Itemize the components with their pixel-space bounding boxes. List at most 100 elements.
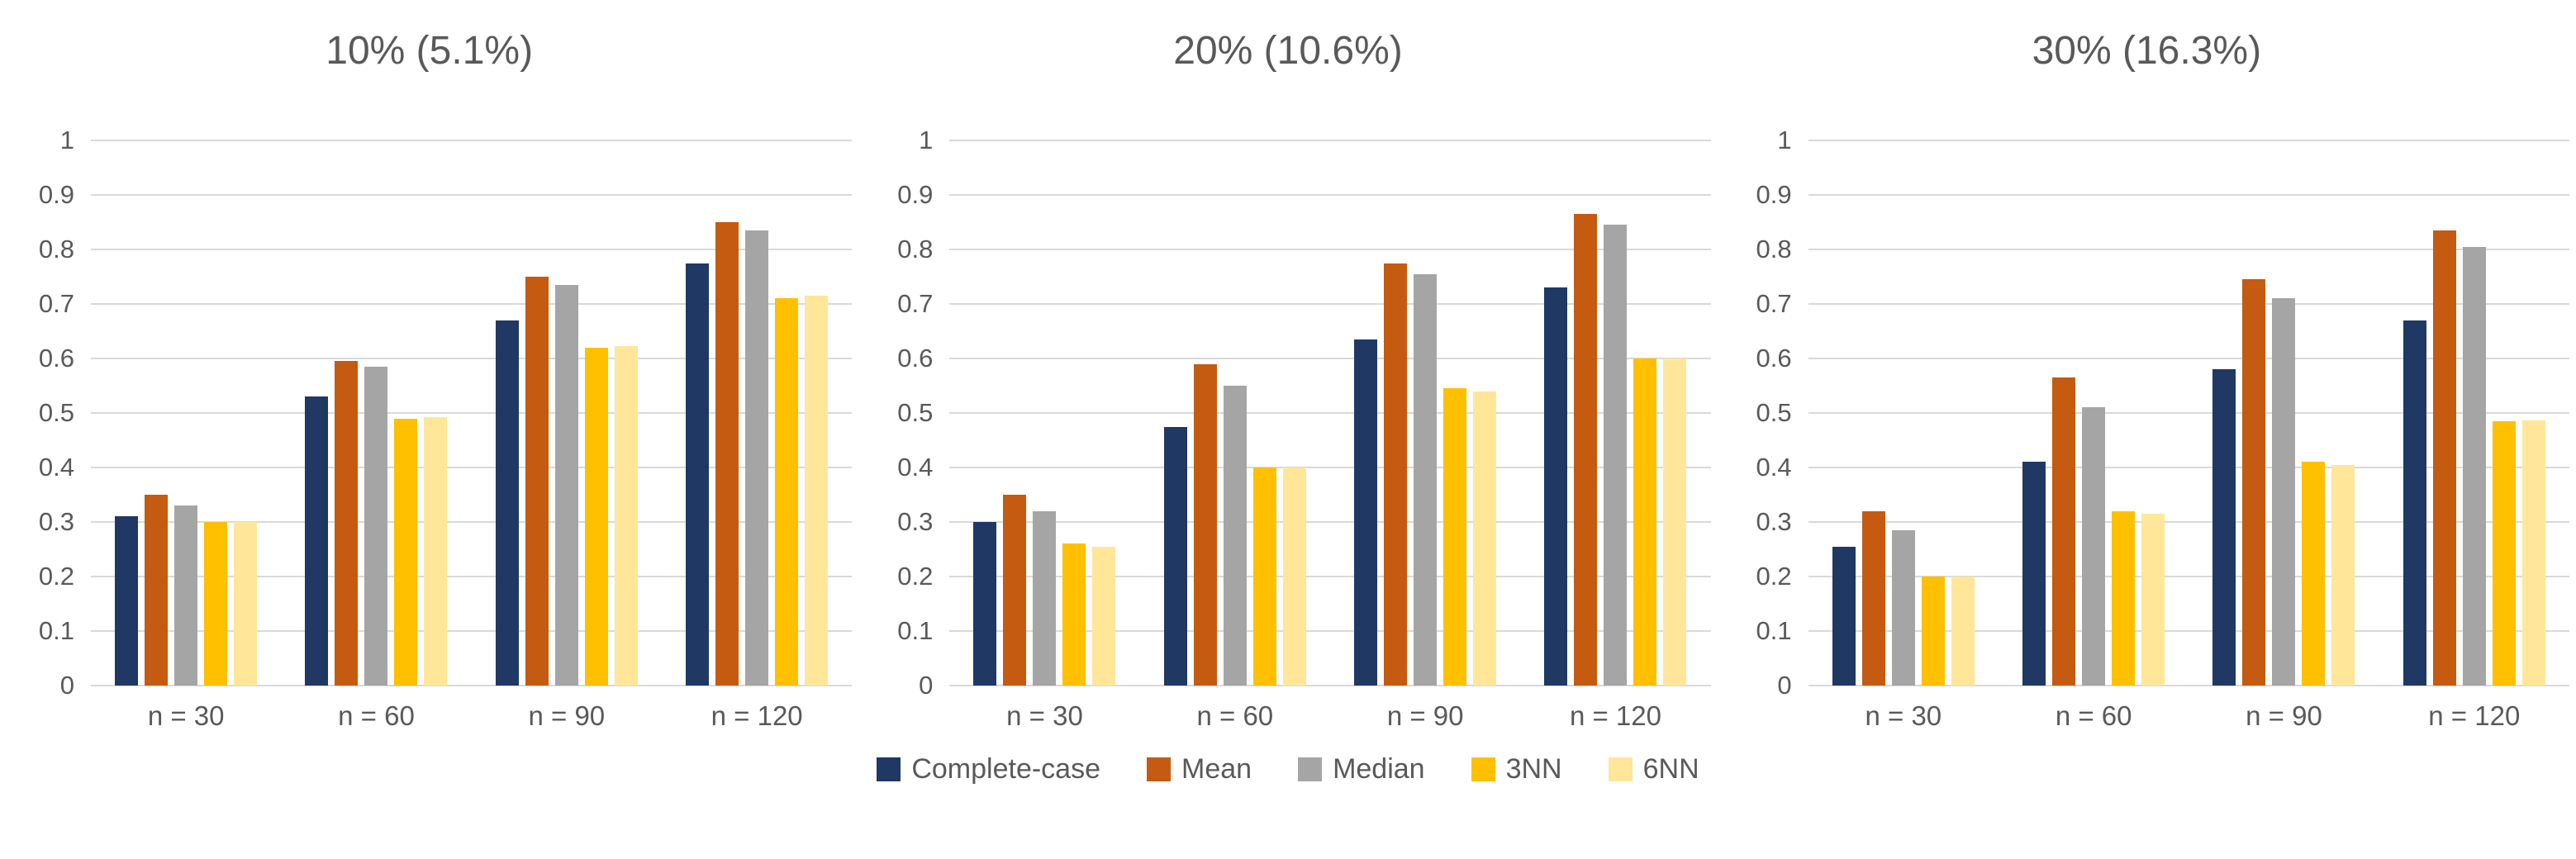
y-axis-label: 0.1	[38, 616, 74, 645]
plot-grid	[949, 140, 1711, 686]
bar-6nn	[805, 296, 829, 686]
bar-6nn	[614, 346, 638, 686]
legend-swatch-icon	[1608, 757, 1633, 781]
legend-swatch-icon	[1471, 757, 1495, 781]
bar-median	[174, 505, 198, 686]
y-axis: 1 0.9 0.8 0.7 0.6 0.5 0.4 0.3 0.2 0.1 0	[0, 126, 91, 700]
y-axis: 1 0.9 0.8 0.7 0.6 0.5 0.4 0.3 0.2 0.1 0	[858, 126, 949, 700]
bar-median	[364, 366, 388, 686]
legend-item-complete-case: Complete-case	[877, 753, 1100, 785]
gridline	[949, 630, 1711, 632]
gridline	[949, 576, 1711, 577]
bar-6nn	[234, 522, 258, 686]
bar-groups	[91, 140, 852, 686]
bar-mean	[335, 361, 359, 686]
bar-median	[1604, 225, 1628, 686]
bar-complete-case	[973, 522, 997, 686]
gridline	[949, 412, 1711, 414]
y-axis-label: 0.3	[897, 507, 934, 536]
legend-label: Median	[1333, 753, 1425, 785]
gridline	[1808, 412, 2569, 414]
x-axis-label: n = 120	[1569, 700, 1661, 731]
bar-6nn	[1951, 577, 1975, 686]
gridline	[1808, 303, 2569, 305]
bar-6nn	[1092, 546, 1116, 686]
bar-group-n-120	[1520, 140, 1710, 686]
y-axis-label: 0.7	[1756, 289, 1792, 318]
legend-label: Mean	[1181, 753, 1252, 785]
bar-group-n-60	[281, 140, 471, 686]
bar-complete-case	[2022, 462, 2046, 686]
bar-mean	[525, 277, 549, 686]
bar-median	[745, 230, 769, 686]
y-axis-label: 0.8	[1756, 235, 1792, 263]
y-axis-label: 0	[919, 671, 934, 700]
gridline	[91, 303, 853, 305]
x-axis-label: n = 30	[147, 700, 225, 731]
gridline	[91, 576, 853, 577]
y-axis-label: 0.1	[1756, 616, 1792, 645]
legend-label: 6NN	[1642, 753, 1699, 785]
bar-3nn	[1633, 358, 1657, 686]
legend-label: 3NN	[1505, 753, 1562, 785]
y-axis-label: 0.7	[897, 289, 934, 318]
x-axis: n = 30 n = 60 n = 90 n = 120	[949, 700, 1710, 732]
x-axis-label: n = 90	[1386, 700, 1464, 731]
bar-mean	[145, 495, 169, 686]
x-axis-label: n = 60	[2055, 700, 2132, 731]
chart-title: 10% (5.1%)	[326, 29, 534, 73]
bar-groups	[1808, 140, 2569, 686]
x-axis-line	[949, 685, 1711, 686]
gridline	[91, 140, 853, 141]
bar-3nn	[775, 298, 799, 686]
x-axis: n = 30 n = 60 n = 90 n = 120	[91, 700, 852, 732]
bar-mean	[1003, 495, 1027, 686]
plot-area: 1 0.9 0.8 0.7 0.6 0.5 0.4 0.3 0.2 0.1 0	[858, 126, 1711, 700]
legend-item-6nn: 6NN	[1608, 753, 1699, 785]
bar-group-n-30	[949, 140, 1139, 686]
bar-complete-case	[1163, 426, 1187, 686]
y-axis-label: 0.3	[38, 507, 74, 536]
legend-swatch-icon	[1147, 757, 1171, 781]
y-axis-label: 0.3	[1756, 507, 1792, 536]
y-axis-label: 0.4	[38, 453, 74, 482]
bar-complete-case	[1544, 287, 1568, 686]
x-axis-line	[1808, 685, 2569, 686]
y-axis-label: 0.5	[1756, 398, 1792, 427]
x-axis-label: n = 60	[1196, 700, 1274, 731]
chart-panel-3: 30% (16.3%) 1 0.9 0.8 0.7 0.6 0.5 0.4 0.3 0.2 0.1 0…	[1718, 0, 2576, 732]
gridline	[949, 467, 1711, 468]
legend-item-3nn: 3NN	[1471, 753, 1562, 785]
gridline	[91, 630, 853, 632]
bar-6nn	[1473, 391, 1497, 686]
y-axis-label: 0.5	[38, 398, 74, 427]
bar-complete-case	[305, 396, 329, 686]
x-axis-label: n = 30	[1006, 700, 1083, 731]
bar-3nn	[1062, 543, 1086, 686]
x-axis-line	[91, 685, 853, 686]
x-axis-label: n = 120	[711, 700, 803, 731]
x-axis-label: n = 60	[338, 700, 415, 731]
bar-median	[1223, 386, 1247, 686]
bar-groups	[949, 140, 1710, 686]
bar-complete-case	[495, 320, 519, 686]
y-axis-label: 0.1	[897, 616, 934, 645]
plot-area: 1 0.9 0.8 0.7 0.6 0.5 0.4 0.3 0.2 0.1 0	[1718, 126, 2569, 700]
y-axis-label: 0.8	[38, 235, 74, 263]
gridline	[1808, 630, 2569, 632]
gridline	[949, 194, 1711, 196]
bar-group-n-30	[1808, 140, 1999, 686]
y-axis-label: 0.4	[1756, 453, 1792, 482]
bar-3nn	[394, 418, 418, 686]
y-axis-label: 0.6	[1756, 344, 1792, 373]
legend-swatch-icon	[877, 757, 901, 781]
bar-complete-case	[115, 516, 139, 686]
gridline	[1808, 358, 2569, 359]
x-axis-label: n = 90	[2246, 700, 2322, 731]
gridline	[91, 358, 853, 359]
plot-area: 1 0.9 0.8 0.7 0.6 0.5 0.4 0.3 0.2 0.1 0	[0, 126, 853, 700]
bar-complete-case	[2403, 320, 2426, 686]
x-axis-label: n = 30	[1865, 700, 1942, 731]
y-axis-label: 0.9	[38, 180, 74, 209]
gridline	[91, 249, 853, 250]
